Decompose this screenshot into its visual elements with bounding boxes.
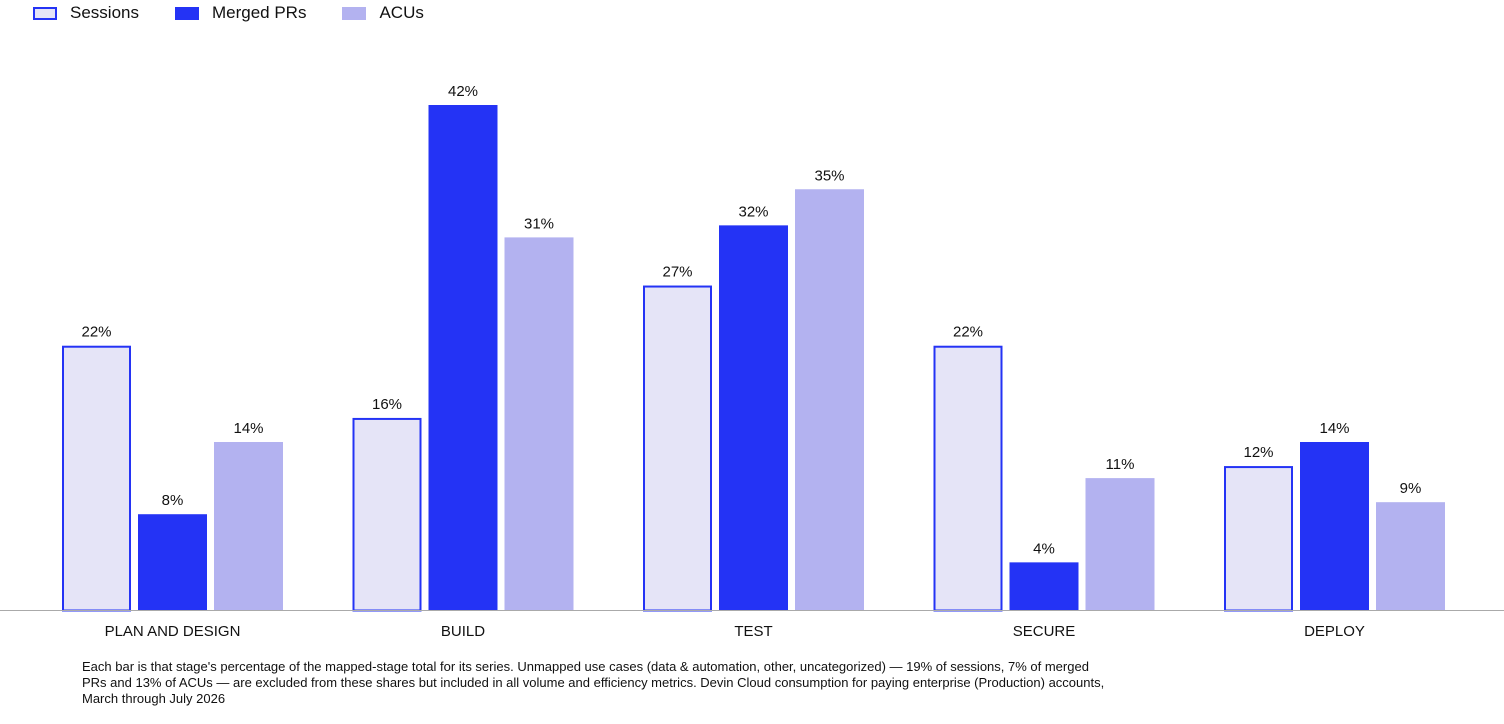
bar-chart: 22% 8% 14% PLAN AND DESIGN 16% 42% 31% BUILD 27%… bbox=[0, 83, 1504, 640]
data-label: 11% bbox=[1106, 456, 1135, 473]
data-label: 9% bbox=[1400, 480, 1422, 497]
x-tick-label: SECURE bbox=[1013, 623, 1076, 640]
x-tick-label: DEPLOY bbox=[1304, 623, 1365, 640]
chart-footnote: Each bar is that stage's percentage of t… bbox=[82, 659, 1105, 706]
bar-acus-build bbox=[504, 237, 574, 611]
data-label: 32% bbox=[738, 203, 768, 220]
x-tick-label: BUILD bbox=[441, 623, 485, 640]
x-tick-label: TEST bbox=[734, 623, 772, 640]
legend-item-sessions: Sessions bbox=[33, 3, 139, 23]
bar-sessions-deploy bbox=[1224, 466, 1293, 612]
bar-acus-plan-and-design bbox=[214, 442, 283, 611]
data-label: 31% bbox=[524, 215, 554, 232]
bar-acus-deploy bbox=[1376, 502, 1445, 611]
legend-swatch-acus bbox=[342, 6, 367, 20]
data-label: 14% bbox=[1319, 420, 1349, 437]
data-label: 22% bbox=[953, 324, 983, 341]
bar-merged-prs-test bbox=[719, 225, 788, 611]
data-label: 14% bbox=[233, 420, 263, 437]
data-label: 42% bbox=[448, 83, 478, 100]
data-label: 35% bbox=[814, 167, 844, 184]
x-tick-label: PLAN AND DESIGN bbox=[105, 623, 241, 640]
legend-swatch-sessions bbox=[33, 6, 57, 20]
bar-merged-prs-plan-and-design bbox=[138, 514, 207, 611]
data-label: 22% bbox=[81, 324, 111, 341]
data-label: 8% bbox=[162, 492, 184, 509]
data-label: 12% bbox=[1243, 444, 1273, 461]
data-label: 27% bbox=[662, 264, 692, 281]
bar-sessions-test bbox=[643, 285, 712, 612]
bar-sessions-plan-and-design bbox=[62, 345, 131, 612]
bar-merged-prs-build bbox=[428, 105, 498, 611]
legend-label-sessions: Sessions bbox=[70, 3, 139, 22]
bar-sessions-build bbox=[352, 417, 422, 612]
bar-merged-prs-deploy bbox=[1300, 442, 1369, 611]
bar-merged-prs-secure bbox=[1009, 562, 1079, 611]
legend-label-acus: ACUs bbox=[379, 3, 424, 22]
bar-acus-secure bbox=[1085, 478, 1155, 611]
data-label: 16% bbox=[372, 396, 402, 413]
chart-legend: Sessions Merged PRs ACUs bbox=[33, 3, 460, 23]
data-label: 4% bbox=[1033, 540, 1055, 557]
legend-item-merged-prs: Merged PRs bbox=[174, 3, 307, 23]
legend-swatch-merged-prs bbox=[174, 6, 199, 20]
bar-sessions-secure bbox=[933, 345, 1003, 612]
bar-acus-test bbox=[795, 189, 864, 611]
legend-label-merged-prs: Merged PRs bbox=[211, 3, 307, 22]
legend-item-acus: ACUs bbox=[342, 3, 424, 23]
